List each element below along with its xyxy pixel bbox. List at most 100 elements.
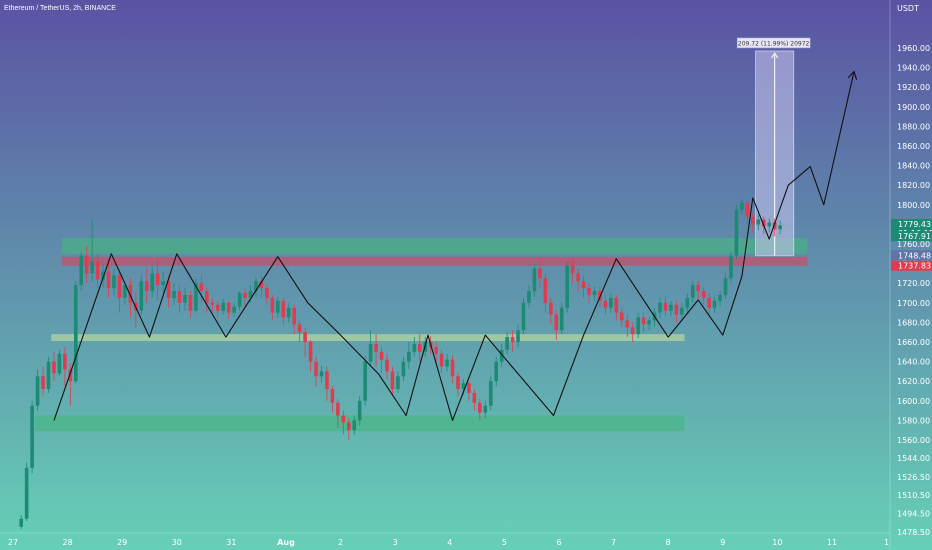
candle: [41, 366, 45, 396]
candle: [286, 302, 291, 323]
candle: [685, 293, 690, 313]
candle: [128, 278, 133, 318]
time-tick-label: 3: [393, 538, 398, 547]
candle-body: [265, 288, 269, 298]
candle: [166, 275, 171, 308]
candle-body: [117, 275, 122, 298]
candle-body: [52, 361, 56, 374]
candle: [297, 320, 302, 342]
candle: [30, 400, 34, 474]
zones-layer: [34, 238, 808, 432]
candle: [527, 285, 531, 308]
candle: [52, 351, 56, 382]
time-tick-label: 7: [611, 538, 616, 547]
time-tick-label: 8: [666, 538, 671, 547]
candle-body: [259, 281, 264, 289]
candle: [330, 386, 335, 413]
candle: [35, 369, 40, 411]
candle: [281, 297, 286, 325]
candle-body: [461, 383, 466, 390]
zigzag-projection-line[interactable]: [53, 73, 854, 421]
candle: [434, 342, 438, 364]
candle: [483, 400, 488, 419]
time-tick-label: 28: [63, 538, 73, 547]
candle: [772, 218, 777, 237]
candle-body: [532, 268, 537, 292]
candle-body: [603, 300, 608, 308]
price-tick-label: 1920.00: [897, 83, 930, 92]
price-tick-label: 1620.00: [897, 377, 930, 386]
candle: [751, 212, 755, 233]
candle-body: [308, 342, 313, 362]
time-axis[interactable]: 27 28 29 30 31 Aug 2 3 4 5 6 7 8 9 10 11 1: [8, 538, 889, 547]
candle-body: [767, 222, 772, 227]
price-axis[interactable]: 1960.00 1940.00 1920.00 1900.00 1880.00 1860.…: [897, 44, 930, 537]
candle: [68, 363, 73, 406]
candle: [346, 418, 351, 440]
candle-body: [685, 297, 690, 308]
price-tick-label: 1680.00: [897, 318, 930, 327]
candle-body: [128, 285, 133, 303]
candle-body: [483, 405, 488, 413]
candle: [636, 312, 640, 339]
candle-body: [357, 400, 362, 421]
time-tick-label: 11: [827, 538, 837, 547]
candle: [57, 349, 62, 377]
candle-body: [570, 265, 575, 274]
candle: [756, 214, 761, 231]
candle: [674, 300, 679, 323]
candle-body: [619, 312, 624, 321]
candle-body: [614, 297, 619, 313]
candle: [581, 275, 586, 298]
candle: [79, 251, 84, 292]
candle-body: [712, 300, 717, 308]
candle: [276, 296, 280, 318]
candle-body: [254, 281, 258, 292]
price-tick-label: 1800.00: [897, 201, 930, 210]
candle-body: [772, 222, 777, 230]
candle-body: [778, 225, 782, 230]
zigzag-layer: [53, 73, 854, 421]
candle: [95, 253, 100, 289]
projection-label: 209.72 (11.99%) 20972: [738, 40, 810, 47]
candle-body: [707, 297, 711, 308]
candle: [155, 258, 160, 301]
zone-mid-support[interactable]: [51, 334, 685, 342]
candle-body: [510, 337, 515, 342]
zone-resistance-support[interactable]: [62, 238, 808, 254]
price-tick-label: 1560.00: [897, 436, 930, 445]
candle: [150, 265, 155, 298]
candle-body: [543, 278, 548, 303]
candle: [445, 353, 449, 372]
candle-body: [35, 376, 40, 406]
candle: [467, 381, 471, 401]
candle-body: [112, 275, 116, 289]
candle: [199, 275, 204, 303]
candle: [630, 322, 635, 342]
candle-body: [79, 255, 84, 286]
price-tag-label: 1767.91: [898, 232, 931, 241]
candle-body: [630, 327, 635, 335]
candle: [723, 273, 728, 299]
candle: [237, 291, 242, 311]
candle-body: [439, 353, 444, 367]
candle-body: [286, 307, 291, 318]
candle-body: [696, 285, 701, 292]
candle-body: [346, 422, 351, 431]
zone-key-level[interactable]: [62, 256, 808, 266]
candle: [112, 268, 116, 295]
candle-body: [101, 271, 105, 280]
candle-body: [456, 376, 460, 390]
candle-body: [680, 307, 684, 315]
candle-body: [150, 273, 155, 292]
candle: [641, 312, 646, 333]
candle-body: [166, 281, 171, 298]
candle: [188, 291, 193, 318]
candle: [259, 275, 264, 298]
candle: [215, 300, 220, 318]
candle-body: [237, 293, 242, 307]
candle: [183, 288, 187, 311]
candle: [265, 285, 269, 305]
